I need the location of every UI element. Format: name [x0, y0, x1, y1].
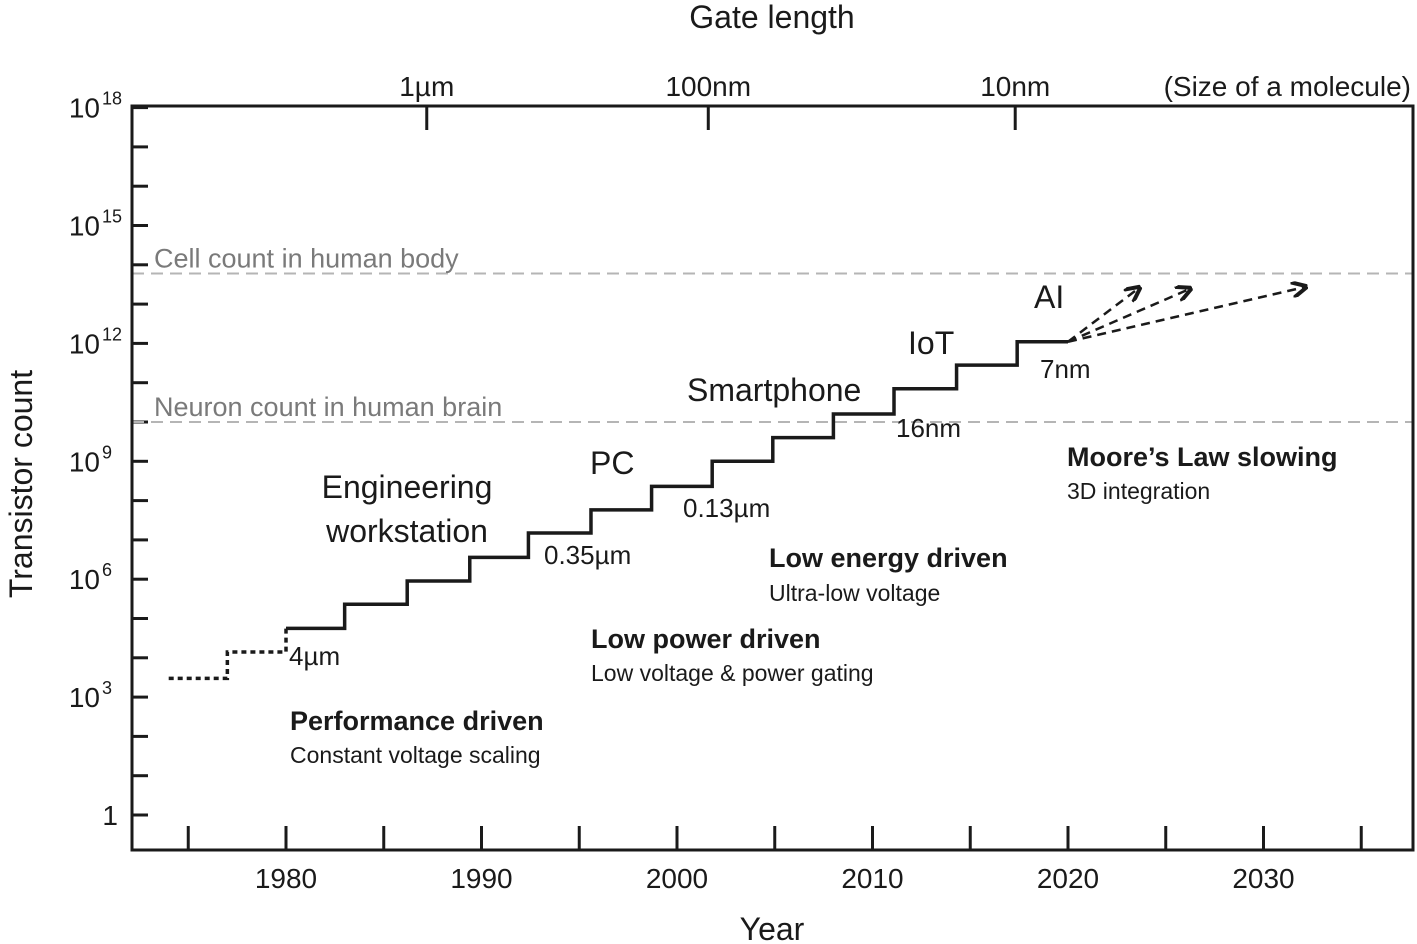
y-tick-exponent: 6 [102, 560, 112, 580]
x-tick-label: 2000 [646, 863, 708, 894]
projection-arrow [1067, 289, 1189, 343]
annotation-subtitle: Constant voltage scaling [290, 742, 541, 768]
annotation-title: Low power driven [591, 624, 821, 654]
top-tick-label: 1µm [399, 71, 454, 102]
annotation-title: Moore’s Law slowing [1067, 442, 1338, 472]
top-tick-label: 10nm [980, 71, 1050, 102]
era-labels: Engineering workstation PC Smartphone Io… [322, 279, 1065, 549]
x-tick-label: 2030 [1232, 863, 1294, 894]
node-label: 16nm [896, 413, 961, 443]
node-label: 0.35µm [544, 540, 631, 570]
reference-line-label: Cell count in human body [154, 244, 459, 274]
node-labels: 4µm 0.35µm 0.13µm 16nm 7nm [289, 354, 1091, 671]
y-tick-label: 1 [102, 800, 118, 831]
era-label: AI [1034, 279, 1064, 315]
early-transistor-step-line [168, 628, 288, 681]
y-tick-exponent: 9 [102, 442, 112, 462]
annotation-subtitle: Low voltage & power gating [591, 660, 874, 686]
node-label: 0.13µm [683, 493, 770, 523]
y-axis-title: Transistor count [3, 370, 39, 598]
y-tick-exponent: 3 [102, 678, 112, 698]
y-tick-label: 10 [69, 446, 100, 477]
top-right-label: (Size of a molecule) [1164, 71, 1411, 102]
annotation-subtitle: 3D integration [1067, 478, 1210, 504]
x-axis-title: Year [740, 911, 805, 944]
era-label: Engineering [322, 469, 493, 505]
plot-frame [130, 104, 1415, 852]
era-label: PC [590, 445, 634, 481]
era-label: Smartphone [687, 372, 861, 408]
x-tick-label: 2010 [841, 863, 903, 894]
transistor-step-line [286, 340, 1068, 631]
x-tick-label: 1980 [255, 863, 317, 894]
reference-line-label: Neuron count in human brain [154, 392, 502, 422]
y-tick-label: 10 [69, 93, 100, 124]
annotation-title: Performance driven [290, 706, 544, 736]
node-label: 4µm [289, 641, 340, 671]
era-label: IoT [908, 325, 954, 361]
y-tick-label: 10 [69, 211, 100, 242]
y-tick-exponent: 15 [102, 207, 122, 227]
annotations: Performance driven Constant voltage scal… [290, 442, 1338, 768]
y-tick-label: 10 [69, 682, 100, 713]
top-axis-title: Gate length [689, 0, 854, 35]
y-tick-exponent: 12 [102, 324, 122, 344]
node-label: 7nm [1040, 354, 1091, 384]
annotation-subtitle: Ultra-low voltage [769, 580, 940, 606]
projection-arrow [1067, 287, 1305, 343]
x-tick-label: 2020 [1037, 863, 1099, 894]
era-label: workstation [325, 513, 488, 549]
top-tick-label: 100nm [665, 71, 751, 102]
y-tick-label: 10 [69, 328, 100, 359]
y-tick-exponent: 18 [102, 89, 122, 109]
y-tick-label: 10 [69, 564, 100, 595]
x-tick-label: 1990 [450, 863, 512, 894]
annotation-title: Low energy driven [769, 543, 1008, 573]
